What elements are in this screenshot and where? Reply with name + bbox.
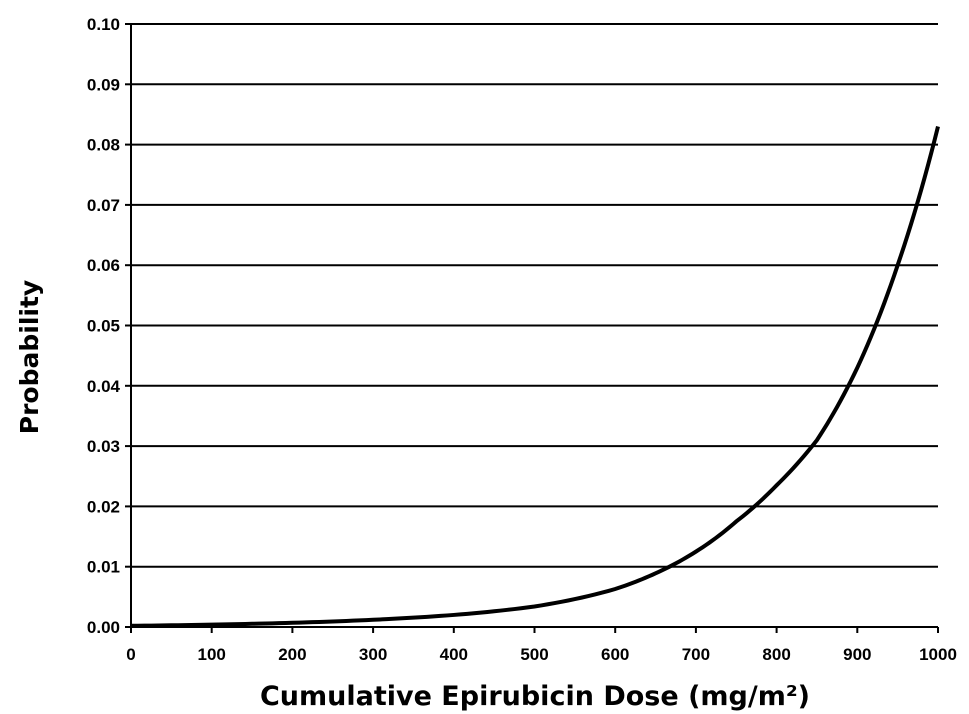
x-tick-label: 200 — [278, 645, 306, 664]
axes — [130, 24, 938, 628]
y-tick-label: 0.03 — [87, 437, 120, 456]
y-tick-label: 0.01 — [87, 558, 120, 577]
x-tick-label: 400 — [440, 645, 468, 664]
x-tick-label: 600 — [601, 645, 629, 664]
x-tick-label: 900 — [843, 645, 871, 664]
y-tick-label: 0.00 — [87, 618, 120, 637]
x-tick-label: 1000 — [919, 645, 957, 664]
y-tick-label: 0.04 — [87, 377, 121, 396]
x-tick-label: 800 — [762, 645, 790, 664]
y-tick-label: 0.08 — [87, 136, 120, 155]
x-tick-label: 300 — [359, 645, 387, 664]
y-tick-label: 0.05 — [87, 317, 120, 336]
y-tick-label: 0.10 — [87, 15, 120, 34]
y-tick-labels: 0.00 0.01 0.02 0.03 0.04 0.05 0.06 0.07 0.08 0.09… — [87, 15, 121, 637]
x-tick-label: 700 — [682, 645, 710, 664]
y-axis-title: Probability — [15, 280, 44, 434]
x-tick-label: 500 — [520, 645, 548, 664]
y-tick-label: 0.09 — [87, 75, 120, 94]
x-axis-title: Cumulative Epirubicin Dose (mg/m²) — [260, 681, 810, 712]
y-tick-label: 0.06 — [87, 256, 120, 275]
series-line — [130, 126, 940, 628]
x-tick-label: 100 — [198, 645, 226, 664]
y-tick-label: 0.07 — [87, 196, 120, 215]
gridlines — [125, 23, 939, 633]
x-tick-label: 0 — [126, 645, 135, 664]
y-tick-label: 0.02 — [87, 497, 120, 516]
x-tick-labels: 0 100 200 300 400 500 600 700 800 900 1000 — [126, 645, 957, 664]
series — [130, 126, 940, 628]
